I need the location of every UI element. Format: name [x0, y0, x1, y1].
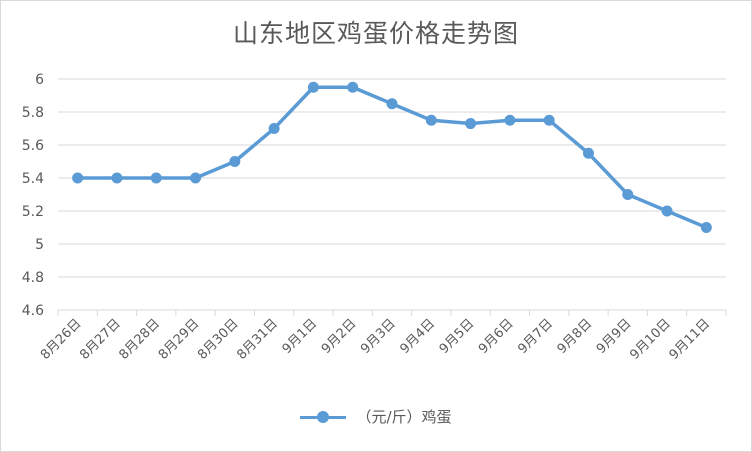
data-point [268, 123, 280, 134]
data-point [72, 172, 84, 184]
x-tick-label: 9月2日 [319, 316, 360, 357]
legend-label: （元/斤）鸡蛋 [356, 408, 452, 426]
x-tick-label: 8月30日 [195, 316, 242, 363]
x-tick-label: 9月5日 [437, 316, 478, 357]
x-tick-label: 8月31日 [234, 316, 281, 363]
x-tick-label: 9月7日 [515, 316, 556, 357]
x-tick-label: 8月29日 [156, 316, 203, 363]
y-tick-label: 5 [35, 237, 44, 253]
x-tick-label: 8月27日 [77, 316, 124, 363]
chart-title: 山东地区鸡蛋价格走势图 [232, 19, 519, 48]
x-tick-label: 9月4日 [397, 316, 438, 357]
data-point [661, 205, 673, 217]
x-tick-label: 9月3日 [358, 316, 399, 357]
data-point [190, 172, 202, 184]
x-tick-label: 9月6日 [476, 316, 517, 357]
data-point [504, 114, 516, 126]
data-point [543, 114, 555, 126]
data-point [582, 147, 594, 159]
data-point [425, 114, 437, 126]
y-tick-label: 6 [35, 72, 44, 88]
y-tick-label: 5.4 [22, 171, 44, 187]
y-tick-label: 5.2 [22, 204, 44, 220]
data-point [111, 172, 123, 184]
x-tick-label: 8月26日 [38, 316, 85, 363]
legend: （元/斤）鸡蛋 [0, 406, 752, 427]
y-tick-label: 4.8 [22, 270, 44, 286]
data-point [150, 172, 162, 184]
data-point [347, 81, 359, 93]
y-tick-label: 5.8 [22, 105, 44, 121]
data-point [386, 98, 398, 110]
x-tick-label: 9月1日 [280, 316, 321, 357]
x-tick-label: 8月28日 [117, 316, 164, 363]
legend-swatch [300, 408, 347, 426]
y-tick-label: 4.6 [22, 303, 44, 319]
data-point [700, 222, 712, 233]
x-tick-label: 9月8日 [555, 316, 596, 357]
x-tick-label: 9月11日 [667, 316, 714, 363]
data-point [229, 156, 241, 167]
y-tick-label: 5.6 [22, 138, 44, 154]
data-point [465, 118, 477, 130]
x-tick-label: 9月10日 [627, 316, 674, 363]
data-point [307, 81, 319, 93]
data-point [622, 189, 634, 200]
